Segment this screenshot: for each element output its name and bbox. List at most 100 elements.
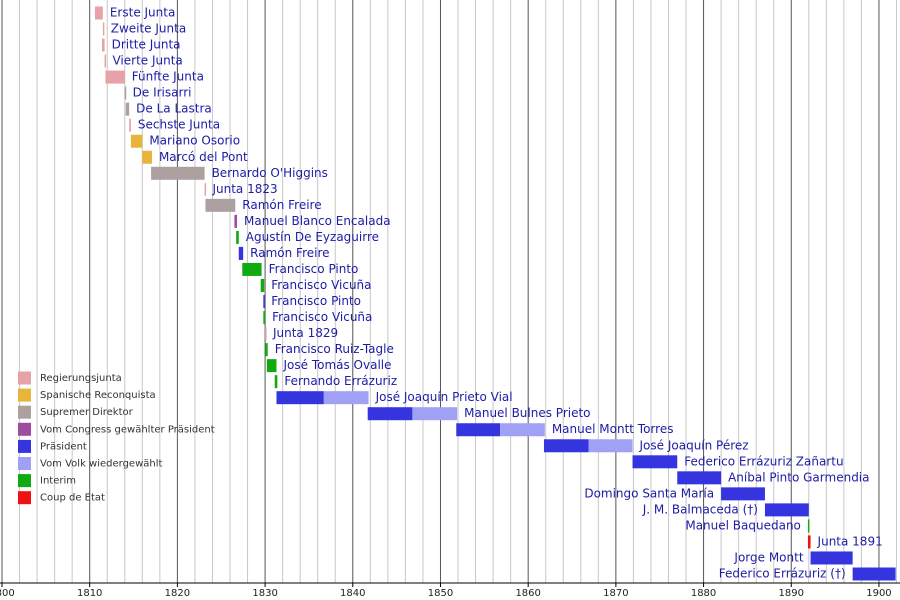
term-bar [130, 134, 143, 148]
row-label: Erste Junta [110, 6, 175, 20]
row-label: Fünfte Junta [132, 70, 204, 84]
legend-label: Präsident [40, 441, 87, 452]
term-bar [142, 150, 152, 164]
term-bar [807, 535, 811, 549]
row-label: Aníbal Pinto Garmendia [728, 470, 869, 484]
legend-swatch [18, 405, 31, 419]
row-label: Ramón Freire [242, 198, 321, 212]
term-bar [205, 198, 236, 212]
row-label: Mariano Osorio [149, 134, 240, 148]
row-label: Domingo Santa María [584, 486, 714, 500]
legend-swatch [18, 439, 31, 453]
legend-label: Vom Volk wiedergewählt [40, 459, 163, 470]
x-tick-label: 1860 [515, 588, 540, 599]
x-tick-label: 1810 [77, 588, 102, 599]
row-label: Manuel Baquedano [685, 518, 801, 532]
term-bar [807, 519, 810, 533]
x-tick-label: 1830 [252, 588, 277, 599]
row-label: José Joaquín Pérez [639, 438, 749, 452]
row-label: Francisco Ruiz-Tagle [275, 342, 394, 356]
term-bar [260, 278, 265, 292]
row-label: Junta 1829 [272, 326, 338, 340]
term-bar [265, 327, 267, 341]
legend-label: Vom Congress gewählter Präsident [40, 424, 215, 435]
legend-swatch [18, 371, 31, 385]
row-label: Francisco Vicuña [271, 278, 371, 292]
legend-swatch [18, 422, 31, 436]
term-bar [204, 182, 207, 196]
row-label: Vierte Junta [112, 54, 182, 68]
x-tick-label: 1900 [866, 588, 891, 599]
term-bar [105, 70, 125, 84]
term-bar [266, 359, 277, 373]
row-label: De Irisarri [133, 86, 192, 100]
term-bar [234, 214, 238, 228]
term-bar [852, 567, 896, 581]
term-bar [151, 166, 205, 180]
row-label: Francisco Vicuña [272, 310, 372, 324]
term-bar [263, 295, 265, 309]
row-label: José Tomás Ovalle [282, 358, 391, 372]
term-bar [810, 551, 853, 565]
row-label: Federico Errázuriz Zañartu [684, 454, 843, 468]
term-bar [367, 407, 413, 421]
term-bar [323, 391, 369, 405]
term-bar [500, 423, 545, 437]
term-bar [543, 439, 589, 453]
row-label: Zweite Junta [111, 22, 186, 36]
x-tick-label: 1800 [0, 588, 15, 599]
x-tick-label: 1840 [340, 588, 365, 599]
row-label: Manuel Bulnes Prieto [464, 406, 590, 420]
term-bar [242, 262, 262, 276]
legend-label: Interim [40, 476, 76, 487]
term-bar [276, 391, 324, 405]
term-bar [238, 246, 244, 260]
term-bar [94, 6, 103, 20]
legend-swatch [18, 457, 31, 470]
term-bar [104, 54, 107, 68]
row-label: Bernardo O'Higgins [212, 166, 328, 180]
term-bar [263, 311, 266, 325]
legend-label: Coup de Etat [40, 493, 105, 504]
term-bar [721, 487, 765, 501]
x-tick-label: 1890 [779, 588, 804, 599]
term-bar [125, 102, 130, 116]
term-bar [274, 375, 278, 389]
row-label: Manuel Montt Torres [552, 422, 674, 436]
legend-label: Supremer Direktor [40, 407, 134, 418]
row-label: Fernando Errázuriz [284, 374, 397, 388]
term-bar [764, 503, 809, 517]
row-label: Francisco Pinto [269, 262, 359, 276]
row-label: Junta 1891 [817, 534, 883, 548]
row-label: Marcó del Pont [159, 150, 248, 164]
x-tick-label: 1850 [428, 588, 453, 599]
x-tick-label: 1880 [691, 588, 716, 599]
term-bar [412, 407, 458, 421]
legend-label: Spanische Reconquista [40, 390, 156, 401]
term-bar [124, 86, 127, 100]
row-label: Ramón Freire [250, 246, 329, 260]
x-tick-label: 1820 [165, 588, 190, 599]
legend-label: Regierungsjunta [40, 373, 122, 384]
term-bar [102, 22, 105, 36]
term-bar [265, 343, 268, 357]
legend-swatch [18, 388, 31, 402]
row-label: Manuel Blanco Encalada [244, 214, 391, 228]
row-label: Federico Errázuriz (†) [719, 567, 846, 581]
term-bar [236, 230, 239, 244]
row-label: José Joaquín Prieto Vial [375, 390, 513, 404]
row-label: Francisco Pinto [271, 294, 361, 308]
term-bar [588, 439, 633, 453]
row-label: Agustín De Eyzaguirre [246, 230, 379, 244]
row-label: De La Lastra [136, 102, 212, 116]
row-label: Jorge Montt [733, 550, 803, 564]
term-bar [632, 455, 678, 469]
row-label: Sechste Junta [138, 118, 220, 132]
row-label: J. M. Balmaceda (†) [642, 502, 758, 516]
row-label: Dritte Junta [112, 38, 181, 52]
legend-swatch [18, 474, 31, 488]
term-bar [456, 423, 501, 437]
legend-swatch [18, 491, 31, 505]
